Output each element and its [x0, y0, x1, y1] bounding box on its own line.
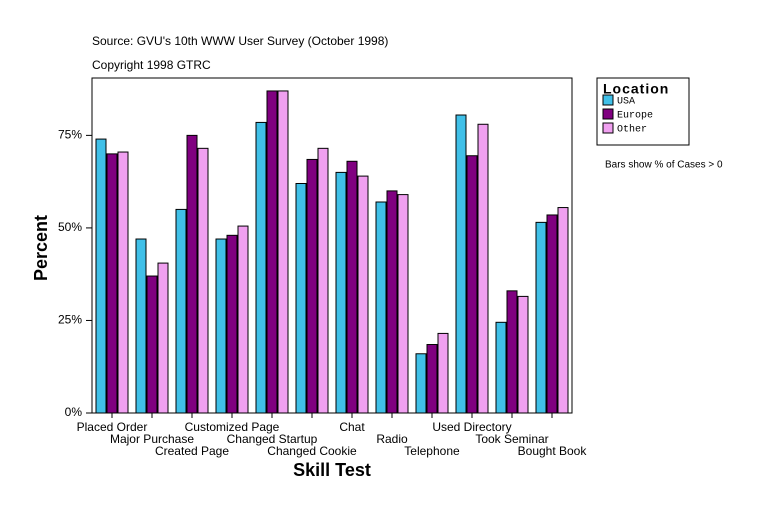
bar — [415, 353, 427, 414]
x-tick-label: Placed Order — [77, 420, 148, 434]
bar — [237, 225, 249, 414]
legend-swatch — [602, 122, 614, 134]
bar — [426, 344, 438, 414]
x-tick-label: Took Seminar — [475, 432, 548, 446]
y-tick-label: 0% — [65, 405, 83, 419]
x-tick-label: Changed Startup — [227, 432, 318, 446]
bar — [375, 201, 387, 414]
bar — [117, 151, 129, 414]
legend-label: Other — [617, 124, 647, 136]
x-tick-label: Created Page — [155, 444, 229, 458]
bar — [306, 158, 318, 414]
bar — [546, 214, 558, 414]
plot-frame — [91, 77, 573, 414]
x-tick-label: Major Purchase — [110, 432, 194, 446]
bar — [317, 147, 329, 414]
bar — [357, 175, 369, 414]
bar — [146, 275, 158, 414]
bar — [437, 332, 449, 414]
x-tick-label: Used Directory — [432, 420, 511, 434]
x-tick-label: Customized Page — [185, 420, 280, 434]
bar — [335, 171, 347, 414]
bar — [506, 290, 518, 414]
legend-label: Europe — [617, 111, 653, 122]
bar — [535, 221, 547, 414]
bar — [295, 182, 307, 414]
bar — [95, 138, 107, 414]
bar — [277, 90, 289, 414]
x-tick-label: Bought Book — [518, 444, 588, 458]
bar — [386, 190, 398, 414]
bar — [255, 121, 267, 414]
bar — [397, 194, 409, 414]
y-tick-label: 75% — [58, 128, 82, 142]
bar — [495, 321, 507, 414]
note: Bars show % of Cases > 0 — [605, 160, 723, 171]
bar — [226, 234, 238, 414]
bar — [186, 134, 198, 414]
x-tick-label: Chat — [339, 420, 365, 434]
x-tick-label: Telephone — [404, 444, 460, 458]
bar — [466, 155, 478, 414]
bar — [557, 207, 569, 414]
bar — [157, 262, 169, 414]
copyright: Copyright 1998 GTRC — [92, 58, 211, 72]
x-tick-label: Radio — [376, 432, 408, 446]
bar — [266, 90, 278, 414]
bar — [477, 123, 489, 414]
x-axis-title: Skill Test — [293, 460, 371, 480]
y-tick-label: 25% — [58, 313, 82, 327]
legend-swatch — [602, 94, 614, 106]
bar — [346, 160, 358, 414]
legend-title: Location — [603, 81, 669, 97]
legend-swatch — [602, 108, 614, 120]
y-tick-label: 50% — [58, 220, 82, 234]
bar — [175, 208, 187, 414]
bar — [517, 295, 529, 414]
x-tick-label: Changed Cookie — [267, 444, 357, 458]
legend-label: USA — [617, 97, 635, 108]
bar — [215, 238, 227, 414]
bar — [455, 114, 467, 414]
subtitle: Source: GVU's 10th WWW User Survey (Octo… — [92, 34, 388, 48]
y-axis-title: Percent — [31, 215, 51, 281]
bar — [106, 153, 118, 414]
bar — [135, 238, 147, 414]
bar — [197, 147, 209, 414]
